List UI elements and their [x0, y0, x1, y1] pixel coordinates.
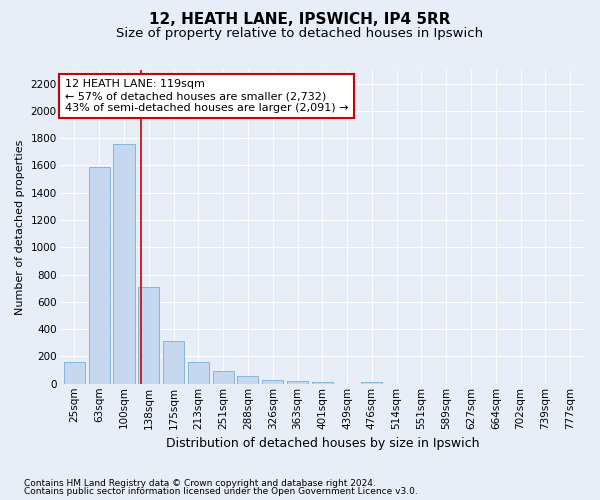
Bar [138, 287, 160, 384]
Bar [163, 341, 184, 384]
Text: Size of property relative to detached houses in Ipswich: Size of property relative to detached ho… [116, 28, 484, 40]
Bar [238, 376, 259, 384]
Text: 12 HEATH LANE: 119sqm
← 57% of detached houses are smaller (2,732)
43% of semi-d: 12 HEATH LANE: 119sqm ← 57% of detached … [65, 80, 349, 112]
Bar [361, 382, 382, 384]
Text: Contains HM Land Registry data © Crown copyright and database right 2024.: Contains HM Land Registry data © Crown c… [24, 478, 376, 488]
X-axis label: Distribution of detached houses by size in Ipswich: Distribution of detached houses by size … [166, 437, 479, 450]
Bar [312, 382, 333, 384]
Text: Contains public sector information licensed under the Open Government Licence v3: Contains public sector information licen… [24, 487, 418, 496]
Bar [262, 380, 283, 384]
Bar [212, 372, 233, 384]
Text: 12, HEATH LANE, IPSWICH, IP4 5RR: 12, HEATH LANE, IPSWICH, IP4 5RR [149, 12, 451, 28]
Bar [287, 381, 308, 384]
Bar [188, 362, 209, 384]
Bar [113, 144, 134, 384]
Y-axis label: Number of detached properties: Number of detached properties [15, 139, 25, 314]
Bar [89, 167, 110, 384]
Bar [64, 362, 85, 384]
